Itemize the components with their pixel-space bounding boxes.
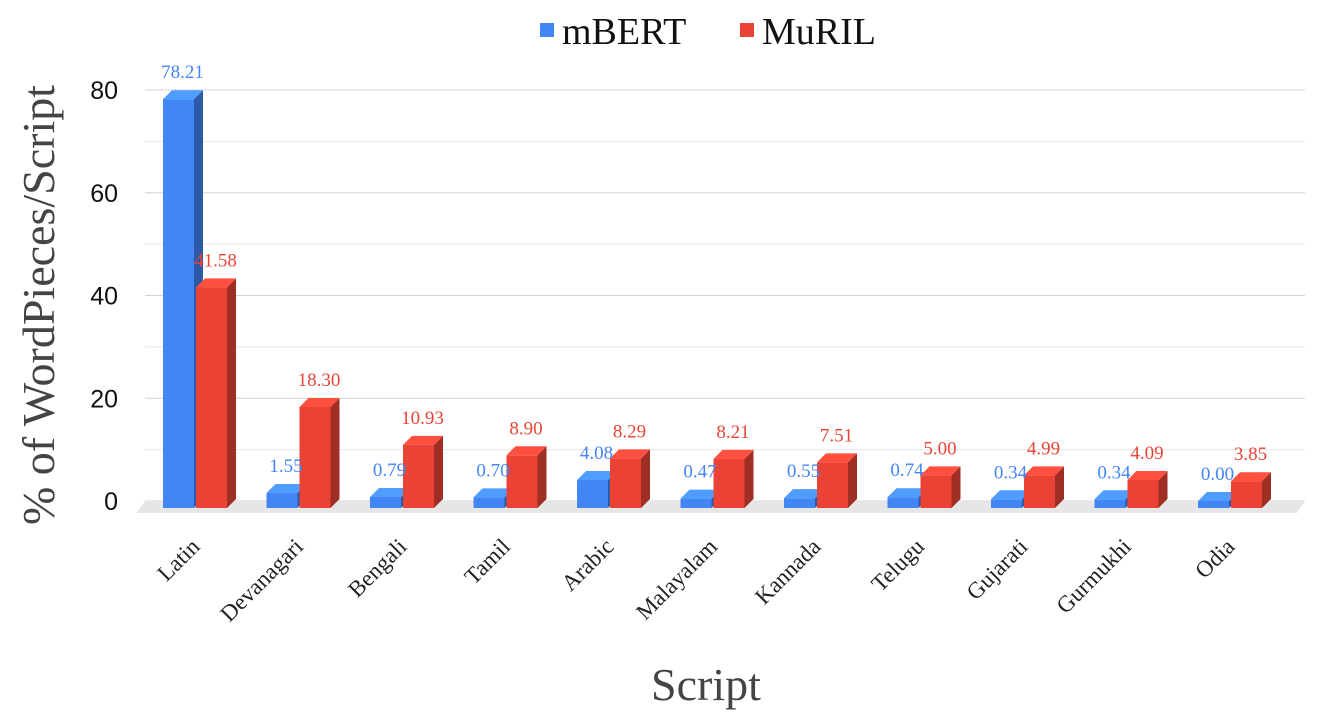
data-label-mbert: 78.21: [161, 62, 204, 83]
y-axis-ticks: 0 20 40 60 80: [90, 77, 118, 516]
legend-swatch: [740, 23, 754, 37]
bar-muril-kannada: [817, 453, 857, 508]
data-label-mbert: 0.74: [890, 460, 924, 481]
x-category-label: Telugu: [866, 534, 929, 597]
legend-item-mbert: mBERT: [540, 11, 686, 53]
data-label-mbert: 0.47: [683, 462, 716, 483]
y-tick-label: 20: [90, 385, 118, 413]
bar-muril-latin: [196, 278, 236, 508]
data-label-mbert: 0.70: [476, 460, 509, 481]
x-category-label: Malayalam: [631, 534, 722, 625]
bar-muril-gujarati: [1024, 466, 1064, 508]
x-category-label: Kannada: [750, 534, 825, 609]
bar-muril-arabic: [610, 449, 650, 508]
y-tick-label: 60: [90, 180, 118, 208]
legend-label: mBERT: [562, 11, 686, 53]
data-label-mbert: 0.00: [1201, 464, 1234, 485]
bar-muril-devanagari: [299, 397, 340, 508]
legend-item-muril: MuRIL: [740, 11, 876, 53]
data-label-mbert: 0.34: [1097, 462, 1131, 483]
data-label-muril: 10.93: [401, 408, 444, 429]
x-category-label: Arabic: [557, 534, 619, 596]
data-label-muril: 18.30: [298, 370, 341, 391]
legend-label: MuRIL: [762, 11, 876, 53]
x-category-label: Gurmukhi: [1051, 534, 1136, 619]
x-axis-categories: Latin Devanagari Bengali Tamil Arabic Malayal…: [153, 534, 1240, 627]
y-axis-title: % of WordPieces/Script: [13, 85, 64, 525]
y-tick-label: 40: [90, 283, 118, 311]
x-category-label: Latin: [153, 534, 205, 586]
bars: [163, 90, 1271, 509]
data-label-muril: 8.29: [613, 421, 646, 442]
data-label-muril: 4.09: [1130, 443, 1163, 464]
x-category-label: Bengali: [343, 534, 411, 602]
bar-muril-bengali: [403, 435, 443, 508]
y-tick-label: 80: [90, 77, 118, 105]
data-label-mbert: 0.55: [787, 461, 820, 482]
x-category-label: Tamil: [460, 534, 515, 589]
y-tick-label: 0: [104, 488, 118, 516]
x-category-label: Gujarati: [962, 534, 1033, 605]
data-label-mbert: 0.79: [373, 460, 406, 481]
legend: mBERT MuRIL: [540, 11, 876, 53]
bar-muril-odia: [1231, 472, 1271, 508]
data-label-mbert: 0.34: [994, 462, 1028, 483]
data-label-muril: 5.00: [923, 438, 956, 459]
data-label-muril: 4.99: [1027, 438, 1060, 459]
data-labels: 78.21 1.55 0.79 0.70 4.08 0.47 0.55 0.74 0.34 0.3…: [161, 62, 1267, 485]
data-label-muril: 8.90: [509, 418, 542, 439]
x-category-label: Devanagari: [215, 534, 308, 627]
bar-muril-telugu: [920, 466, 961, 508]
legend-swatch: [540, 23, 554, 37]
bar-muril-tamil: [506, 446, 547, 508]
data-label-mbert: 1.55: [269, 456, 302, 477]
data-label-muril: 7.51: [820, 425, 853, 446]
x-axis-title: Script: [651, 659, 761, 710]
data-label-muril: 41.58: [194, 250, 237, 271]
bar-muril-gurmukhi: [1127, 470, 1168, 508]
data-label-mbert: 4.08: [580, 443, 613, 464]
bar-muril-malayalam: [713, 449, 754, 508]
data-label-muril: 3.85: [1234, 444, 1267, 465]
data-label-muril: 8.21: [716, 422, 749, 443]
x-category-label: Odia: [1190, 534, 1239, 583]
